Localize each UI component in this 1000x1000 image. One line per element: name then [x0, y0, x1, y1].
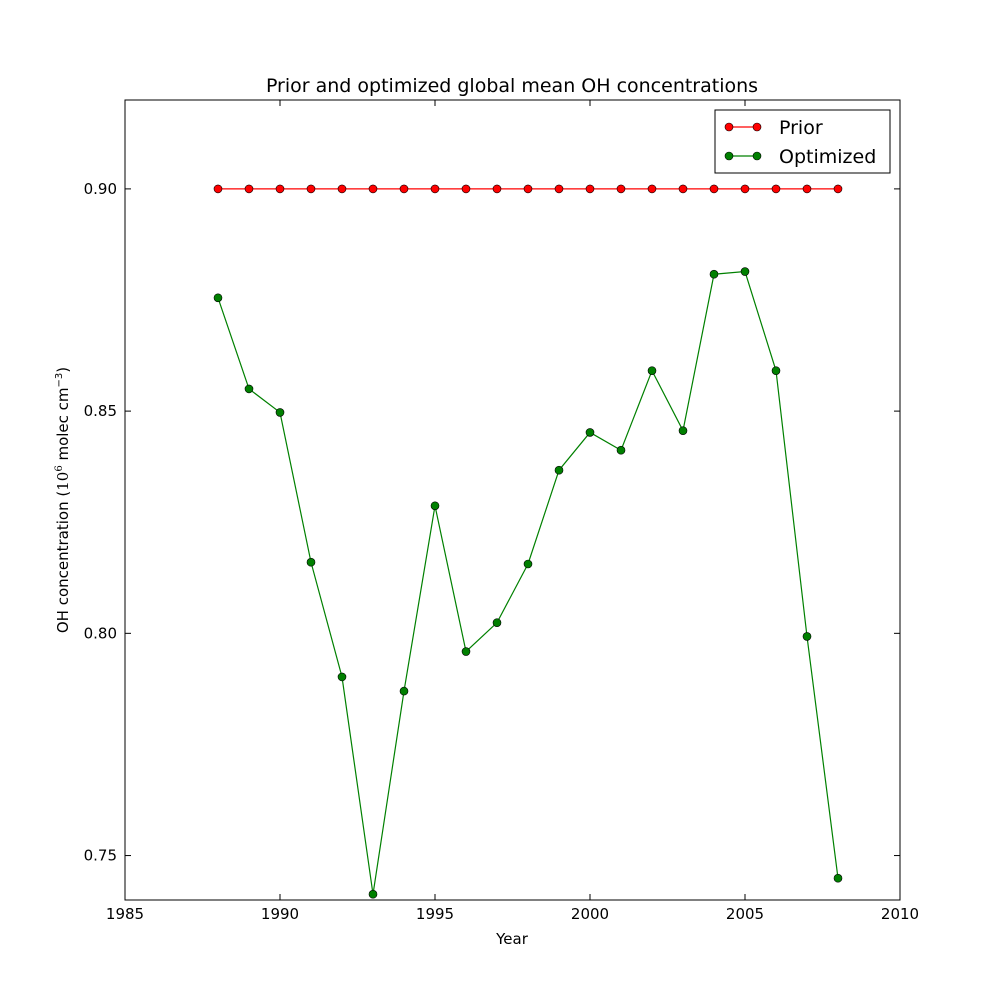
data-point-optimized	[337, 672, 347, 682]
plot-frame	[124, 99, 901, 901]
data-point-optimized	[833, 873, 843, 883]
x-tick-label: 1985	[106, 905, 144, 923]
legend-marker-prior	[752, 122, 762, 132]
data-point-optimized	[802, 632, 812, 641]
data-point-prior	[709, 184, 719, 194]
data-point-prior	[213, 184, 223, 194]
x-tick-label: 1990	[261, 905, 299, 923]
data-point-optimized	[709, 269, 719, 279]
x-tick-label: 1995	[416, 905, 454, 923]
x-tick-label: 2010	[881, 905, 919, 923]
legend-marker-optimized	[724, 151, 734, 161]
data-point-optimized	[461, 647, 471, 656]
legend: Prior Optimized	[714, 109, 891, 174]
data-point-prior	[585, 184, 595, 194]
x-tick-label: 2000	[571, 905, 609, 923]
data-point-optimized	[554, 465, 564, 475]
legend-label-prior: Prior	[779, 117, 823, 139]
chart-title: Prior and optimized global mean OH conce…	[266, 75, 758, 97]
data-point-optimized	[740, 267, 750, 276]
data-point-optimized	[523, 559, 533, 569]
x-tick-label: 2005	[726, 905, 764, 923]
data-point-optimized	[771, 366, 781, 375]
data-point-prior	[368, 184, 378, 194]
data-point-prior	[833, 184, 843, 194]
data-point-optimized	[616, 445, 626, 455]
data-point-prior	[461, 184, 471, 194]
y-axis: 0.75 0.80 0.85 0.90	[84, 180, 900, 865]
data-point-optimized	[275, 408, 285, 417]
data-point-prior	[740, 184, 750, 194]
data-point-prior	[647, 184, 657, 194]
data-point-prior	[399, 184, 409, 194]
y-tick-label: 0.90	[84, 180, 117, 198]
y-axis-title: OH concentration (106 molec cm−3)	[54, 367, 72, 633]
data-point-prior	[523, 184, 533, 194]
data-point-optimized	[306, 557, 316, 567]
data-point-optimized	[678, 426, 688, 435]
data-point-optimized	[585, 428, 595, 437]
data-point-prior	[616, 184, 626, 194]
x-axis: 1985 1990 1995 2000 2005 2010	[106, 100, 919, 923]
legend-marker-prior	[724, 122, 734, 132]
data-point-prior	[337, 184, 347, 194]
data-point-optimized	[430, 501, 440, 511]
data-point-prior	[678, 184, 688, 194]
data-point-prior	[492, 184, 502, 194]
plot-area	[213, 184, 843, 899]
data-point-prior	[802, 184, 812, 194]
data-point-prior	[771, 184, 781, 194]
legend-marker-optimized	[752, 151, 762, 161]
x-axis-title: Year	[495, 930, 529, 948]
legend-label-optimized: Optimized	[779, 146, 876, 168]
data-point-optimized	[647, 366, 657, 375]
y-tick-label: 0.75	[84, 847, 117, 865]
data-point-optimized	[492, 618, 502, 627]
data-point-prior	[554, 184, 564, 194]
legend-box	[714, 109, 891, 174]
data-point-prior	[244, 184, 254, 194]
y-tick-label: 0.80	[84, 624, 117, 642]
data-point-optimized	[368, 889, 378, 899]
series-line-optimized	[217, 270, 839, 895]
data-point-prior	[306, 184, 316, 194]
data-point-prior	[430, 184, 440, 194]
data-point-optimized	[213, 293, 223, 303]
y-tick-label: 0.85	[84, 402, 117, 420]
data-point-prior	[275, 184, 285, 194]
data-point-optimized	[399, 686, 409, 696]
data-point-optimized	[244, 384, 254, 394]
